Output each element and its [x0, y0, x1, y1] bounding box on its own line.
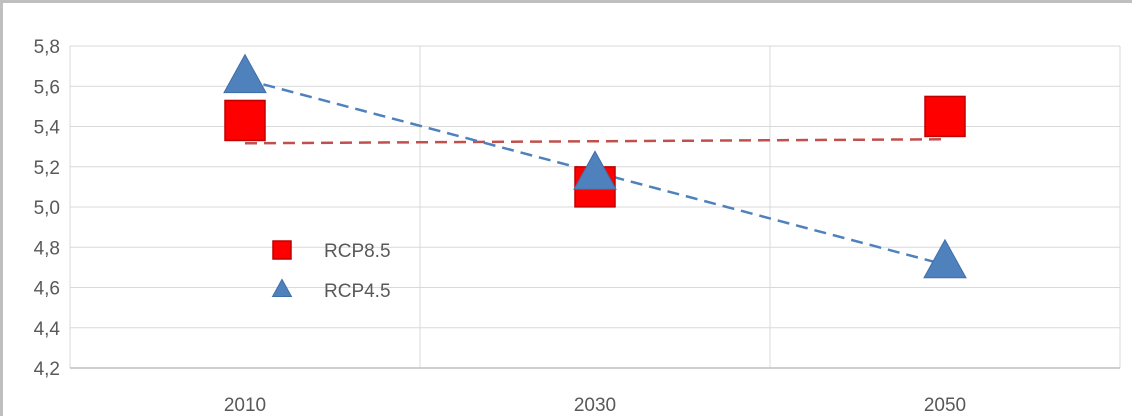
- trendline-rcp85: [244, 137, 946, 145]
- y-tick-label: 4,6: [34, 279, 60, 300]
- legend-marker-rcp45: [271, 278, 293, 297]
- y-tick-label: 5,2: [34, 158, 60, 179]
- y-tick-label: 5,4: [34, 118, 61, 139]
- data-point-rcp85: [924, 95, 966, 138]
- legend-marker-rcp85: [272, 240, 292, 260]
- y-tick-label: 4,2: [34, 359, 60, 380]
- data-point-rcp85: [224, 99, 266, 142]
- data-point-rcp45: [573, 150, 617, 190]
- y-tick-label: 5,6: [34, 77, 60, 98]
- x-tick-label: 2050: [924, 395, 966, 416]
- legend-label-rcp45: RCP4.5: [324, 281, 391, 302]
- y-tick-label: 4,4: [34, 319, 61, 340]
- legend-label-rcp85: RCP8.5: [324, 241, 391, 262]
- y-tick-label: 5,8: [34, 37, 60, 58]
- y-tick-label: 5,0: [34, 198, 60, 219]
- data-point-rcp45: [923, 238, 967, 279]
- y-tick-label: 4,8: [34, 238, 60, 259]
- x-tick-label: 2010: [224, 395, 266, 416]
- data-point-rcp45: [223, 53, 267, 94]
- x-tick-label: 2030: [574, 395, 616, 416]
